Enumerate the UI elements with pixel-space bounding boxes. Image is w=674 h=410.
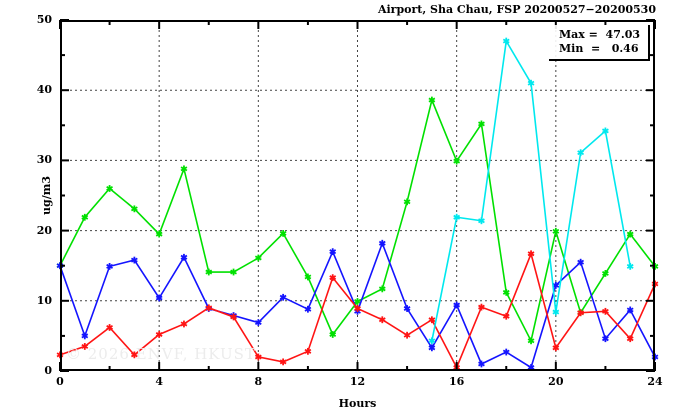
x-tick-label: 4: [155, 375, 163, 388]
y-tick-label: 0: [44, 364, 52, 377]
y-tick-label: 40: [36, 83, 52, 97]
chart-title: Airport, Sha Chau, FSP 20200527−20200530: [377, 3, 656, 16]
x-axis-label: Hours: [338, 397, 377, 410]
axis-ticks: [59, 19, 656, 372]
y-tick-label: 50: [36, 13, 52, 26]
stats-legend: Max = 47.03 Min = 0.46: [548, 25, 650, 61]
x-tick-label: 12: [349, 375, 366, 388]
y-tick-label: 20: [36, 223, 52, 237]
watermark: © 2026 ENVF, HKUST: [66, 345, 256, 363]
x-tick-label: 20: [548, 375, 564, 388]
legend-min: Min = 0.46: [558, 42, 639, 55]
x-tick-label: 16: [449, 375, 465, 388]
x-tick-label: 8: [254, 375, 263, 388]
y-tick-label: 30: [36, 153, 52, 167]
legend-max: Max = 47.03: [558, 28, 640, 41]
plot-area: ug/m3 Hours 0 10 20 30 40 50 0 4 8 12 16 20 24 © 20…: [37, 13, 663, 410]
series-red: [56, 250, 659, 371]
x-tick-label: 0: [56, 375, 64, 388]
x-tick-label: 24: [647, 375, 663, 388]
y-tick-label: 10: [36, 293, 52, 307]
y-axis-label: ug/m3: [40, 176, 53, 215]
series-cyan: [428, 37, 634, 345]
